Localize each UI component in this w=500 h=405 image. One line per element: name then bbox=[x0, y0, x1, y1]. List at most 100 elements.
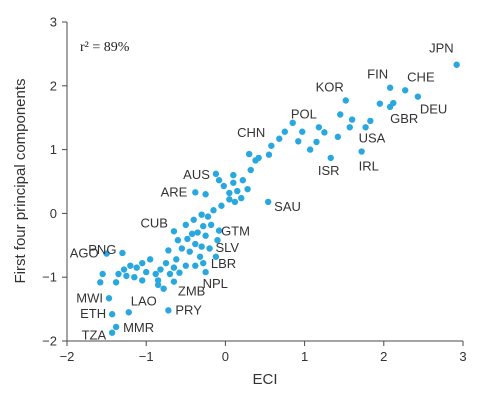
data-point bbox=[337, 111, 344, 118]
data-point-zmb bbox=[170, 278, 178, 285]
data-point bbox=[306, 146, 314, 153]
data-point-kor bbox=[342, 97, 349, 104]
data-point bbox=[281, 128, 288, 135]
data-point bbox=[160, 285, 167, 292]
data-point bbox=[139, 277, 146, 284]
data-point bbox=[154, 281, 162, 289]
data-point-deu bbox=[414, 93, 422, 100]
data-point bbox=[220, 182, 228, 190]
point-label-npl: NPL bbox=[203, 276, 228, 291]
data-point bbox=[231, 198, 239, 206]
data-point bbox=[200, 259, 207, 267]
data-point bbox=[174, 236, 182, 244]
data-point-gbr bbox=[386, 103, 394, 111]
data-point bbox=[146, 256, 154, 263]
data-point bbox=[210, 207, 217, 214]
data-point bbox=[184, 235, 191, 243]
data-point bbox=[192, 240, 199, 248]
data-point bbox=[202, 191, 209, 198]
x-tick-label: −1 bbox=[139, 349, 154, 364]
data-point-lbr bbox=[212, 253, 220, 260]
data-point bbox=[152, 270, 159, 278]
point-label-sau: SAU bbox=[274, 199, 301, 214]
data-point bbox=[200, 222, 207, 230]
data-point bbox=[176, 269, 183, 276]
data-point bbox=[196, 253, 204, 260]
point-label-deu: DEU bbox=[420, 102, 447, 117]
data-point-pol bbox=[315, 124, 323, 131]
y-axis-title: First four principal components bbox=[12, 78, 29, 283]
data-point-che bbox=[401, 87, 409, 94]
x-tick-label: −2 bbox=[60, 349, 75, 364]
point-label-lao: LAO bbox=[131, 293, 157, 308]
data-point bbox=[334, 133, 342, 141]
y-tick-label: 3 bbox=[50, 15, 57, 30]
data-point-irl bbox=[358, 148, 365, 155]
point-label-aus: AUS bbox=[183, 167, 210, 182]
data-point bbox=[154, 277, 162, 284]
x-tick-label: 1 bbox=[301, 349, 308, 364]
data-point-fin bbox=[386, 84, 394, 91]
data-point bbox=[245, 150, 253, 158]
data-point bbox=[276, 135, 283, 142]
point-label-png: PNG bbox=[88, 242, 116, 257]
data-point bbox=[178, 245, 186, 252]
data-point bbox=[182, 262, 189, 269]
data-point-lao bbox=[125, 309, 132, 316]
data-point bbox=[265, 151, 273, 158]
y-tick-label: −1 bbox=[42, 270, 57, 285]
data-point bbox=[186, 248, 193, 255]
point-label-isr: ISR bbox=[318, 163, 340, 178]
data-point bbox=[133, 264, 140, 271]
data-point bbox=[367, 117, 374, 125]
data-point-aus bbox=[212, 170, 220, 178]
data-point-npl bbox=[202, 268, 209, 276]
point-label-are: ARE bbox=[161, 184, 188, 199]
point-label-che: CHE bbox=[407, 69, 435, 84]
point-label-fin: FIN bbox=[367, 67, 388, 82]
data-point-pry bbox=[165, 307, 172, 314]
point-label-mwi: MWI bbox=[76, 290, 103, 305]
point-label-ago: AGO bbox=[70, 246, 99, 261]
data-point-are bbox=[192, 189, 199, 196]
data-point bbox=[131, 274, 138, 281]
x-axis-title: ECI bbox=[252, 371, 277, 388]
data-point-tza bbox=[108, 329, 116, 336]
data-point bbox=[239, 177, 247, 184]
data-point bbox=[226, 189, 233, 197]
data-point bbox=[188, 230, 196, 238]
point-label-eth: ETH bbox=[80, 306, 106, 321]
data-point bbox=[157, 266, 164, 273]
data-point-eth bbox=[108, 311, 116, 318]
data-point bbox=[194, 229, 201, 236]
data-point bbox=[166, 270, 174, 278]
data-point bbox=[376, 100, 384, 107]
data-point bbox=[226, 196, 233, 203]
r-squared-annotation: r² = 89% bbox=[80, 40, 130, 55]
data-point bbox=[190, 216, 197, 223]
data-point bbox=[165, 247, 172, 254]
data-point-sau bbox=[264, 198, 272, 206]
y-tick-label: 0 bbox=[50, 206, 57, 221]
point-label-pry: PRY bbox=[175, 302, 202, 317]
data-points bbox=[97, 61, 460, 336]
data-point-mwi bbox=[105, 295, 113, 302]
data-point-gtm bbox=[215, 227, 223, 234]
data-point bbox=[204, 213, 212, 220]
data-point-jpn bbox=[453, 61, 460, 68]
data-point bbox=[230, 171, 237, 179]
point-label-usa: USA bbox=[359, 130, 386, 145]
y-tick-label: −2 bbox=[42, 334, 57, 349]
data-point bbox=[234, 187, 241, 195]
data-point bbox=[112, 279, 120, 286]
data-point bbox=[198, 211, 205, 218]
x-tick-label: 2 bbox=[380, 349, 387, 364]
data-point bbox=[313, 138, 320, 146]
data-point-png bbox=[119, 249, 126, 257]
point-label-gbr: GBR bbox=[390, 111, 418, 126]
y-tick-label: 2 bbox=[50, 78, 57, 93]
point-label-lbr: LBR bbox=[211, 256, 236, 271]
data-point bbox=[198, 243, 205, 250]
point-label-kor: KOR bbox=[316, 79, 344, 94]
data-point bbox=[139, 259, 146, 267]
